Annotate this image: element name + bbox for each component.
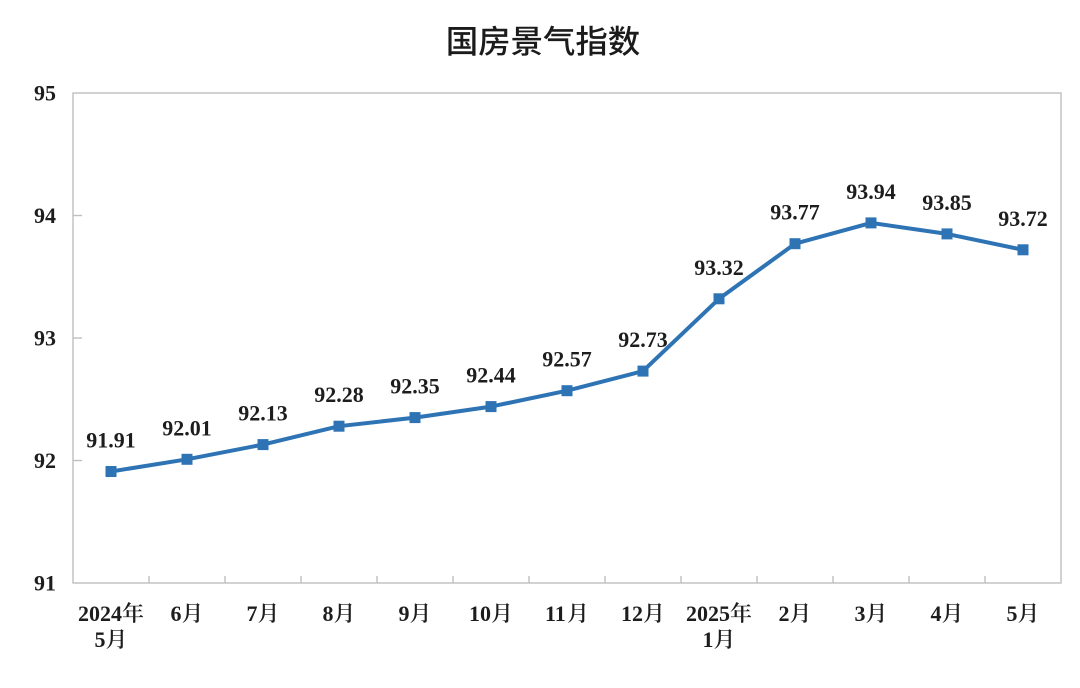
svg-text:92.13: 92.13 [238,401,288,426]
svg-text:12: 12 [621,601,643,626]
svg-text:2025: 2025 [686,601,730,626]
svg-text:93.94: 93.94 [846,179,896,204]
svg-text:11: 11 [545,601,566,626]
svg-text:1: 1 [703,627,714,652]
svg-text:93.32: 93.32 [694,255,744,280]
svg-text:10: 10 [469,601,491,626]
svg-text:92.57: 92.57 [542,347,592,372]
svg-text:93.77: 93.77 [770,200,820,225]
svg-text:2: 2 [779,601,790,626]
svg-text:95: 95 [34,80,56,105]
svg-text:7: 7 [247,601,258,626]
svg-text:5: 5 [95,627,106,652]
svg-text:92: 92 [34,448,56,473]
svg-text:92.01: 92.01 [162,415,212,440]
svg-text:93.72: 93.72 [998,206,1048,231]
svg-text:4: 4 [931,601,942,626]
svg-text:91: 91 [34,570,56,595]
svg-text:93.85: 93.85 [922,190,972,215]
svg-text:3: 3 [855,601,866,626]
svg-text:92.35: 92.35 [390,374,440,399]
svg-text:2024: 2024 [78,601,122,626]
svg-text:94: 94 [34,203,56,228]
svg-text:91.91: 91.91 [86,428,136,453]
svg-text:9: 9 [399,601,410,626]
svg-text:92.73: 92.73 [618,327,668,352]
svg-text:8: 8 [323,601,334,626]
svg-text:5: 5 [1007,601,1018,626]
svg-text:93: 93 [34,325,56,350]
svg-text:6: 6 [171,601,182,626]
svg-text:92.44: 92.44 [466,363,516,388]
svg-text:92.28: 92.28 [314,382,364,407]
